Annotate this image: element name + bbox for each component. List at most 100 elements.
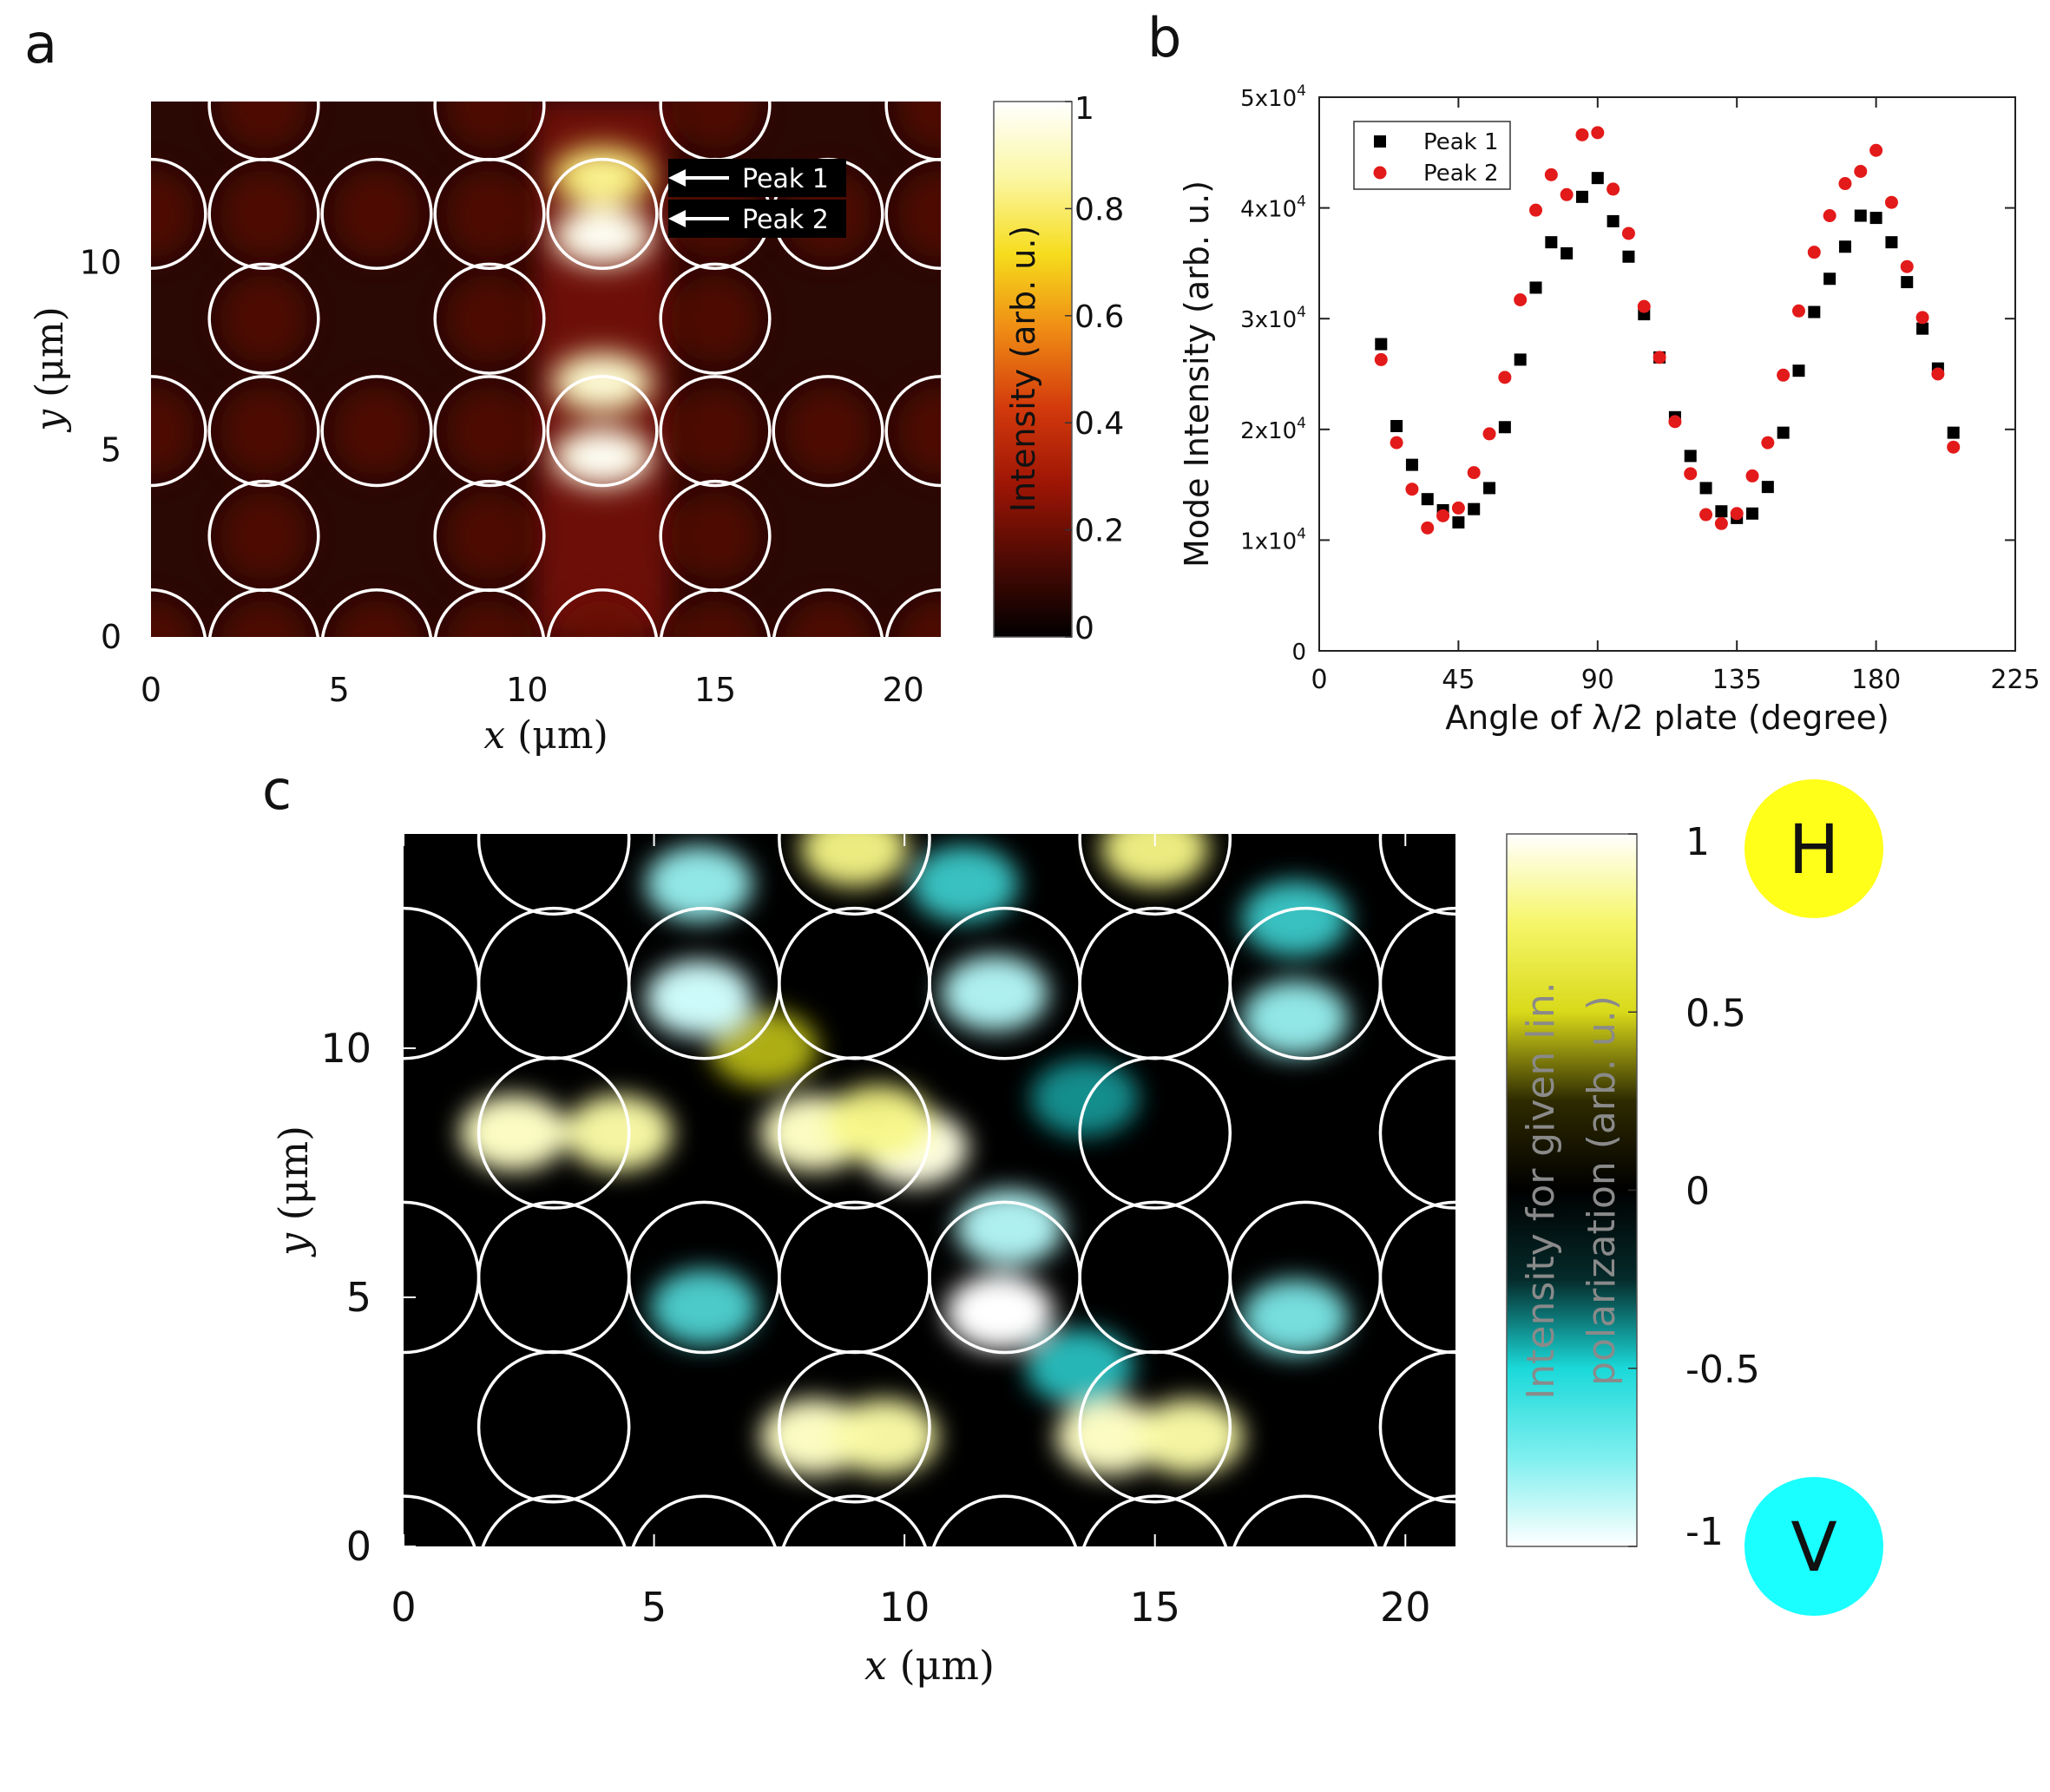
lattice-circle [1378, 1200, 1455, 1355]
point-peak-2 [1931, 367, 1945, 381]
glow-site [897, 387, 941, 475]
lattice-circle [778, 1056, 931, 1210]
panel-c: c 0 5 10 15 20 0 5 10 x (μm) y (μm) -1 -0.5 0 0.5… [262, 758, 1883, 1689]
x-tick-label-a: 5 [329, 671, 350, 709]
point-peak-2 [1575, 128, 1589, 141]
hot-spot-v [1030, 1060, 1139, 1137]
point-peak-1 [1606, 214, 1620, 227]
point-peak-1 [1699, 482, 1712, 495]
glow-site [151, 170, 195, 258]
hot-spot-v [1241, 880, 1350, 957]
y-axis-a-label: y (μm) [28, 306, 72, 433]
point-peak-2 [1699, 508, 1713, 522]
glow-site [220, 492, 308, 580]
legend-marker-peak-1 [1374, 135, 1386, 148]
hot-spot-a-core [573, 222, 632, 251]
hot-spot-v [650, 1269, 759, 1346]
lattice-circle [1078, 1349, 1232, 1504]
point-peak-1 [1746, 507, 1759, 520]
x-tick-label-a: 0 [141, 671, 161, 709]
point-peak-2 [1436, 509, 1450, 522]
x-axis-b-label: Angle of λ/2 plate (degree) [1445, 699, 1889, 737]
y-tick-label-b: 2x104 [1240, 415, 1306, 444]
point-peak-1 [1761, 481, 1774, 494]
legend-label: Peak 1 [1423, 129, 1499, 155]
glow-site [445, 274, 534, 363]
y-axis-c-ticks: 0 5 10 [320, 1025, 416, 1570]
lattice-circle [1078, 1056, 1232, 1210]
point-peak-2 [1684, 467, 1698, 481]
hot-spot-a-core [573, 368, 632, 397]
badge-circle [1744, 779, 1883, 918]
lattice-circle [1378, 834, 1455, 916]
lattice-circle [476, 1349, 631, 1504]
glow-site [445, 492, 534, 580]
x-tick-label-c: 10 [879, 1584, 930, 1631]
point-peak-2 [1606, 182, 1620, 196]
lattice-circle [207, 157, 320, 271]
hot-spot-v [645, 960, 753, 1037]
lattice-circle [151, 588, 207, 637]
lattice-circle [631, 1494, 777, 1546]
point-peak-2 [1777, 368, 1790, 382]
point-peak-1 [1390, 419, 1403, 432]
lattice-circle [659, 262, 772, 375]
y-tick-label-b: 4x104 [1240, 194, 1306, 223]
lattice-circle [884, 375, 941, 488]
point-peak-2 [1637, 299, 1651, 313]
colorbar-a-tick-label: 0 [1074, 611, 1094, 647]
x-tick-label-c: 15 [1129, 1584, 1180, 1631]
y-tick-label-b: 1x104 [1240, 525, 1306, 555]
point-peak-1 [1622, 250, 1635, 263]
hot-spot-v [910, 845, 1019, 922]
lattice-circles-a [151, 102, 941, 637]
lattice-circle [1378, 906, 1455, 1060]
lattice-circle [151, 375, 207, 488]
hot-spot-v [941, 955, 1049, 1032]
colorbar-a-tick-label: 1 [1074, 91, 1094, 127]
badge-letter: V [1790, 1509, 1836, 1587]
glow-site [220, 170, 308, 258]
lattice-circle [659, 375, 772, 488]
point-peak-2 [1374, 352, 1388, 366]
badge-letter: H [1789, 811, 1840, 889]
point-peak-2 [1405, 482, 1419, 496]
lattice-circle [1378, 1349, 1455, 1504]
point-peak-1 [1885, 236, 1898, 249]
lattice-circle [547, 588, 658, 637]
point-peak-1 [1498, 421, 1511, 434]
point-peak-1 [1529, 281, 1542, 294]
point-peak-1 [1715, 505, 1728, 518]
hot-spot-v [1026, 1329, 1134, 1406]
legend-marker-peak-2 [1373, 166, 1387, 180]
colorbar-a-tick-label: 0.2 [1074, 514, 1124, 549]
hot-spot-h [710, 1009, 818, 1086]
point-peak-2 [1745, 469, 1759, 482]
glow-site [445, 387, 534, 475]
lattice-circle [1082, 1494, 1228, 1546]
hot-spot-v [956, 1189, 1064, 1266]
lattice-circle [660, 588, 771, 637]
hot-spot-h [565, 1094, 673, 1172]
hot-spot-h [825, 1084, 934, 1161]
point-peak-1 [1823, 272, 1836, 286]
x-tick-label-c: 5 [641, 1584, 667, 1631]
y-axis-c-label: y (μm) [270, 1126, 317, 1257]
colorbar-c-tick-label: -1 [1685, 1510, 1724, 1554]
glow-site [897, 102, 941, 149]
hot-spot-h [1136, 1398, 1245, 1475]
point-peak-1 [1777, 426, 1790, 439]
point-peak-1 [1838, 240, 1851, 253]
lattice-circle [476, 1056, 631, 1210]
point-peak-1 [1901, 276, 1914, 289]
x-tick-label-b: 45 [1442, 665, 1475, 695]
lattice-circle [404, 1494, 476, 1546]
plot-b-series [1374, 126, 1961, 535]
y-axis-b-ticks: 0 1x104 2x104 3x104 4x104 5x104 [1240, 82, 2015, 666]
glow-site [220, 601, 307, 637]
lattice-circle [433, 262, 546, 375]
hot-spot-h [800, 834, 909, 888]
annotation-arrowhead [668, 210, 686, 227]
x-axis-a-label: x (μm) [483, 713, 608, 758]
lattice-circle [321, 588, 432, 637]
